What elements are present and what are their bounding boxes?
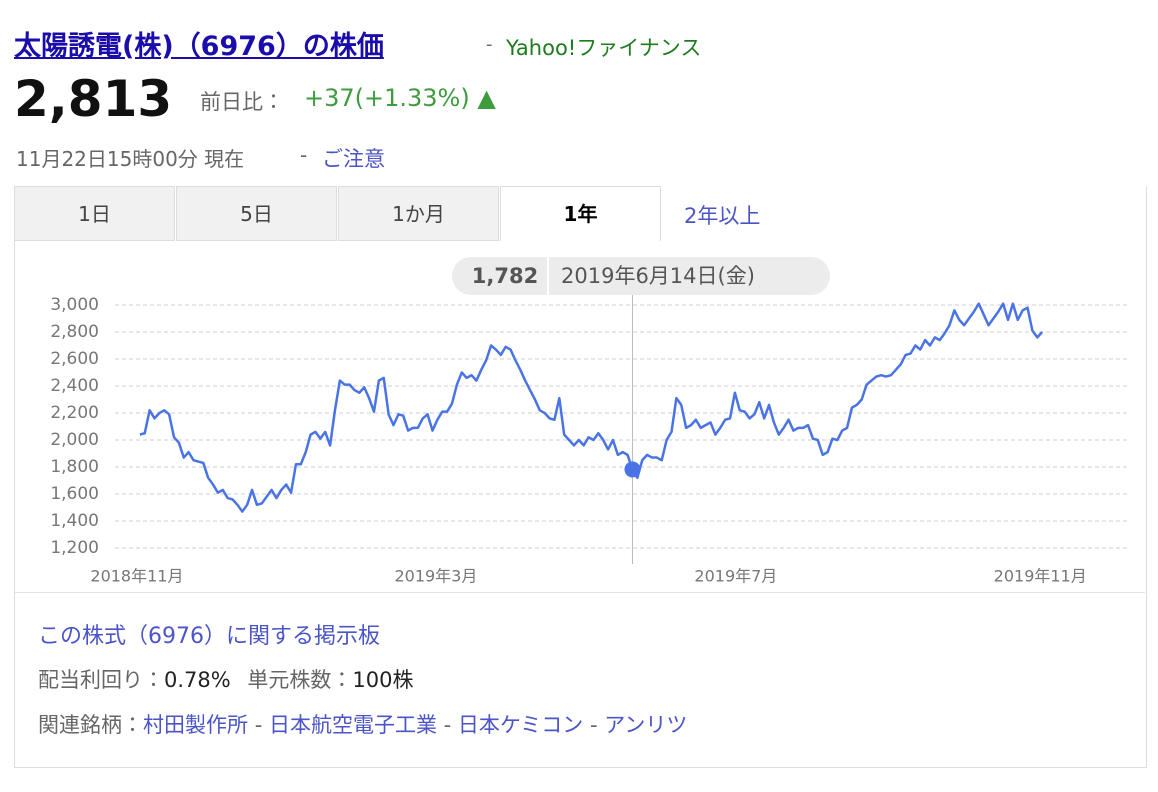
y-tick-label: 1,800 [50, 457, 99, 477]
x-tick-label: 2019年3月 [394, 567, 477, 586]
unit: 100株 [352, 668, 414, 692]
separator: - [300, 143, 308, 167]
tooltip-value: 1,782 [472, 264, 538, 288]
dividend-label: 配当利回り： [38, 668, 164, 692]
tab-link[interactable]: 2年以上 [684, 204, 761, 228]
y-tick-label: 3,000 [50, 295, 99, 315]
hover-point [624, 461, 641, 478]
y-tick-label: 2,600 [50, 349, 99, 369]
tab[interactable]: 1日 [14, 186, 175, 241]
separator: - [589, 713, 598, 737]
separator: - [443, 713, 452, 737]
change: +37(+1.33%) ▲ [304, 84, 496, 112]
tab[interactable]: 1か月 [338, 186, 499, 241]
dividend: 0.78% [164, 668, 231, 692]
tooltip-bg [452, 257, 830, 295]
separator: - [254, 713, 263, 737]
y-tick-label: 1,600 [50, 484, 99, 504]
y-tick-label: 2,400 [50, 376, 99, 396]
separator: - [486, 34, 493, 55]
divider [15, 592, 1145, 593]
widget-box [14, 186, 1147, 768]
related-link[interactable]: 日本ケミコン [457, 713, 584, 737]
x-tick-label: 2019年7月 [694, 567, 777, 586]
chart: 1,200 1,400 1,600 1,800 2,000 2,200 2,400 2,600… [50, 257, 1128, 586]
y-tick-label: 2,800 [50, 322, 99, 342]
price-line [139, 302, 1044, 513]
x-tick-label: 2018年11月 [90, 567, 183, 586]
tooltip: 1,782 2019年6月14日(金) [452, 257, 830, 295]
related-row: 関連銘柄：村田製作所 - 日本航空電子工業 - 日本ケミコン - アンリツ [38, 709, 687, 739]
status-time: 11月22日15時00分 現在 [16, 147, 245, 171]
related-link[interactable]: アンリツ [604, 713, 688, 737]
tab-active[interactable]: 1年 [500, 186, 661, 241]
y-tick-label: 1,200 [50, 538, 99, 558]
change-label: 前日比： [200, 90, 284, 114]
tooltip-date: 2019年6月14日(金) [561, 264, 755, 288]
x-tick-label: 2019年11月 [994, 567, 1087, 586]
price: 2,813 [14, 70, 173, 128]
related-link[interactable]: 村田製作所 [143, 713, 248, 737]
board-link[interactable]: この株式（6976）に関する掲示板 [38, 624, 380, 649]
related-link[interactable]: 日本航空電子工業 [268, 713, 437, 737]
source[interactable]: Yahoo!ファイナンス [506, 36, 702, 60]
tab[interactable]: 5日 [176, 186, 337, 241]
notice[interactable]: ご注意 [322, 147, 385, 171]
y-tick-label: 2,200 [50, 403, 99, 423]
y-tick-label: 1,400 [50, 511, 99, 531]
unit-label: 単元株数： [247, 668, 353, 692]
dividend-row: 配当利回り：0.78% 単元株数：100株 [38, 664, 414, 694]
title[interactable]: 太陽誘電(株)（6976）の株価 [14, 31, 384, 62]
related-label: 関連銘柄： [38, 713, 143, 737]
y-tick-label: 2,000 [50, 430, 99, 450]
